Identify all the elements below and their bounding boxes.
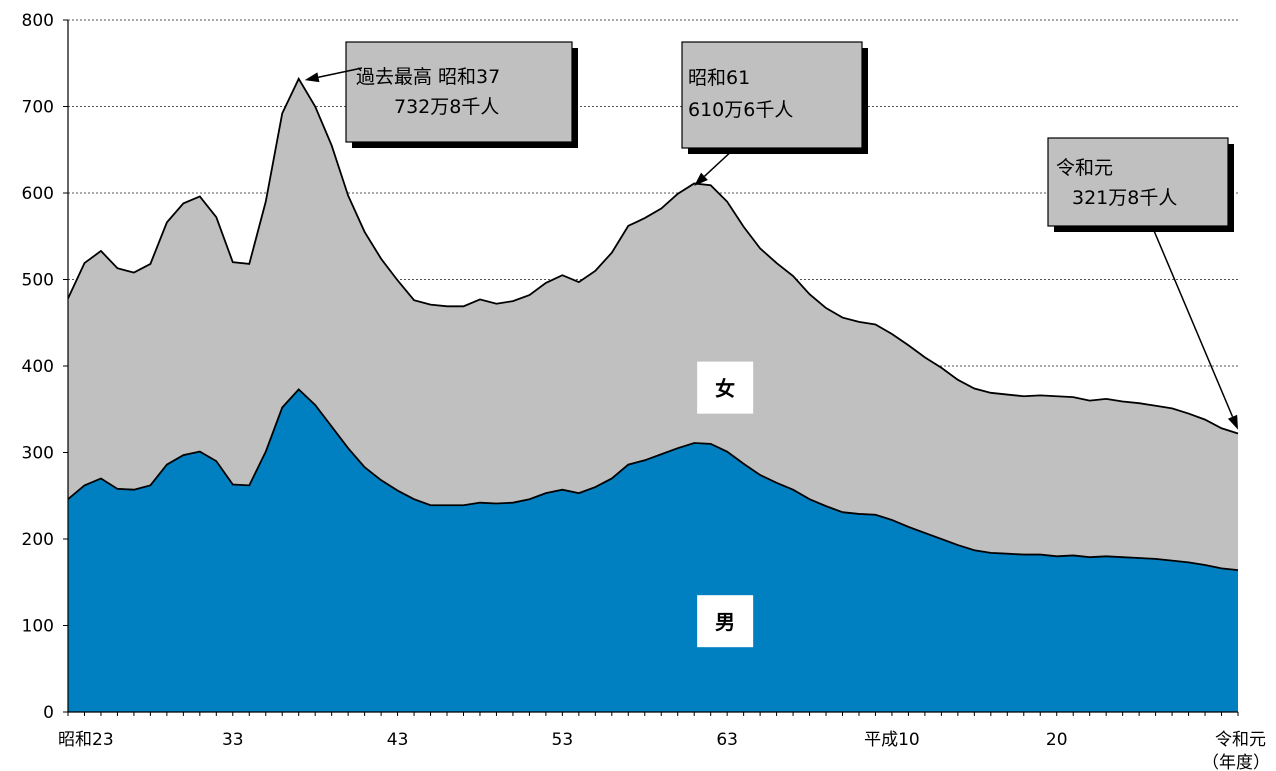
callout-box — [1047, 137, 1229, 227]
callout-text: 321万8千人 — [1072, 187, 1177, 209]
y-tick-label: 100 — [22, 617, 54, 637]
y-tick-label: 400 — [22, 357, 54, 377]
y-tick-label: 800 — [22, 11, 54, 31]
callout-box — [681, 41, 863, 149]
area-series-男 — [68, 389, 1238, 712]
callout-text: 732万8千人 — [394, 96, 499, 118]
x-tick-label: 昭和23 — [58, 730, 114, 750]
callout-text: 過去最高 昭和37 — [356, 66, 500, 88]
x-tick-label: 53 — [552, 730, 574, 750]
area-series-女 — [68, 78, 1238, 571]
y-tick-label: 300 — [22, 444, 54, 464]
callout-arrow-head — [694, 172, 708, 186]
line-series-男 — [67, 388, 1239, 572]
callout: 過去最高 昭和37 732万8千人 — [304, 41, 578, 148]
y-tick-label: 0 — [43, 703, 54, 723]
callout-arrow-head — [1227, 414, 1238, 430]
series-label: 女 — [715, 377, 735, 401]
callout-arrow-head — [304, 72, 320, 83]
y-tick-label: 500 — [22, 271, 54, 291]
x-tick-label: 63 — [716, 730, 738, 750]
callout-box — [345, 41, 573, 143]
plot-areas — [67, 76, 1239, 712]
x-tick-label: 43 — [387, 730, 409, 750]
y-tick-label: 600 — [22, 184, 54, 204]
y-tick-label: 200 — [22, 530, 54, 550]
series-label: 男 — [715, 610, 735, 634]
tick-labels: 0 100 200 300 400 500 600 700 800 昭和23 33 43 53 63 平成1… — [22, 11, 1270, 771]
x-tick-label: 33 — [222, 730, 244, 750]
x-tick-label: 平成10 — [864, 730, 920, 750]
callout-text: 610万6千人 — [688, 99, 793, 121]
x-tick-label: 令和元 — [1215, 730, 1266, 750]
callout-arrow-line — [703, 147, 736, 177]
series-label-box — [697, 361, 754, 414]
x-unit-label: （年度） — [1202, 753, 1270, 771]
callout-arrow-line — [318, 67, 363, 78]
callout-arrow-line — [1151, 225, 1234, 418]
x-tick-label: 20 — [1046, 730, 1068, 750]
series-labels: 女男 — [697, 361, 754, 648]
axes — [63, 19, 1239, 716]
callout: 令和元 321万8千人 — [1047, 137, 1238, 430]
line-total — [67, 76, 1239, 435]
callout: 昭和61 610万6千人 — [681, 41, 868, 186]
y-tick-label: 700 — [22, 98, 54, 118]
callout-text: 令和元 — [1056, 157, 1113, 179]
series-label-box — [697, 595, 754, 648]
callout-text: 昭和61 — [688, 67, 750, 89]
